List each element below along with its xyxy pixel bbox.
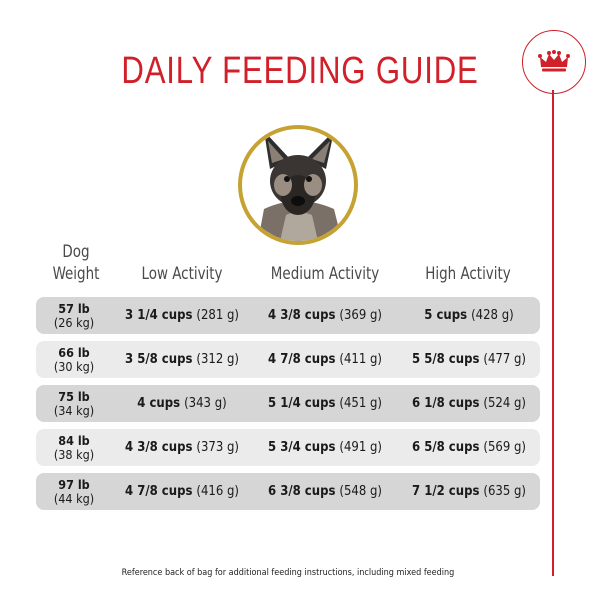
header-medium-activity: Medium Activity [270, 264, 380, 284]
dog-weight-cell: 57 lb (26 kg) [36, 297, 112, 334]
cups-amount: 4 7/8 cups [267, 352, 336, 367]
table-row [36, 385, 540, 422]
low-activity-amount: 4 cups (343 g) [112, 385, 252, 422]
cups-amount: 4 7/8 cups [124, 484, 193, 499]
low-activity-amount: 4 3/8 cups (373 g) [112, 429, 252, 466]
cups-amount: 5 3/4 cups [267, 440, 336, 455]
table-row [36, 297, 540, 334]
brand-divider-line [552, 90, 554, 576]
header-high-activity: High Activity [425, 264, 511, 284]
cups-amount: 4 3/8 cups [267, 308, 336, 323]
grams-amount: (416 g) [196, 484, 239, 499]
dog-portrait [238, 125, 358, 245]
weight-lb: 57 lb [58, 300, 90, 316]
cups-amount: 5 1/4 cups [267, 396, 336, 411]
table-row [36, 473, 540, 510]
high-activity-amount: 6 5/8 cups (569 g) [398, 429, 540, 466]
high-activity-amount: 5 5/8 cups (477 g) [398, 341, 540, 378]
cups-amount: 5 5/8 cups [411, 352, 480, 367]
grams-amount: (477 g) [483, 352, 526, 367]
weight-lb: 97 lb [58, 476, 90, 492]
weight-kg: (26 kg) [53, 314, 95, 330]
low-activity-amount: 3 1/4 cups (281 g) [112, 297, 252, 334]
high-activity-amount: 6 1/8 cups (524 g) [398, 385, 540, 422]
grams-amount: (548 g) [339, 484, 382, 499]
page-title: DAILY FEEDING GUIDE [121, 50, 479, 92]
dog-weight-cell: 84 lb (38 kg) [36, 429, 112, 466]
table-row [36, 429, 540, 466]
cups-amount: 7 1/2 cups [411, 484, 480, 499]
cups-amount: 4 cups [137, 396, 181, 411]
cups-amount: 3 1/4 cups [124, 308, 193, 323]
cups-amount: 6 3/8 cups [267, 484, 336, 499]
grams-amount: (411 g) [339, 352, 382, 367]
grams-amount: (428 g) [471, 308, 514, 323]
header-weight-line2: Weight [52, 264, 100, 284]
header-weight-line1: Dog [62, 242, 90, 262]
grams-amount: (281 g) [196, 308, 239, 323]
grams-amount: (373 g) [196, 440, 239, 455]
cups-amount: 5 cups [424, 308, 468, 323]
grams-amount: (569 g) [483, 440, 526, 455]
med-activity-amount: 5 3/4 cups (491 g) [254, 429, 396, 466]
grams-amount: (343 g) [184, 396, 227, 411]
grams-amount: (635 g) [483, 484, 526, 499]
grams-amount: (491 g) [339, 440, 382, 455]
med-activity-amount: 6 3/8 cups (548 g) [254, 473, 396, 510]
low-activity-amount: 3 5/8 cups (312 g) [112, 341, 252, 378]
med-activity-amount: 5 1/4 cups (451 g) [254, 385, 396, 422]
grams-amount: (451 g) [339, 396, 382, 411]
high-activity-amount: 7 1/2 cups (635 g) [398, 473, 540, 510]
header-dog-weight: Dog Weight [43, 241, 110, 285]
brand-logo [522, 30, 586, 94]
cups-amount: 6 5/8 cups [411, 440, 480, 455]
dog-weight-cell: 75 lb (34 kg) [36, 385, 112, 422]
cups-amount: 4 3/8 cups [124, 440, 193, 455]
weight-lb: 66 lb [58, 344, 90, 360]
header-low-activity: Low Activity [141, 264, 223, 284]
med-activity-amount: 4 3/8 cups (369 g) [254, 297, 396, 334]
grams-amount: (312 g) [196, 352, 239, 367]
cups-amount: 3 5/8 cups [124, 352, 193, 367]
weight-lb: 75 lb [58, 388, 90, 404]
table-row [36, 341, 540, 378]
dog-weight-cell: 66 lb (30 kg) [36, 341, 112, 378]
footnote: Reference back of bag for additional fee… [121, 568, 455, 578]
weight-kg: (34 kg) [53, 402, 95, 418]
weight-lb: 84 lb [58, 432, 90, 448]
grams-amount: (524 g) [483, 396, 526, 411]
grams-amount: (369 g) [339, 308, 382, 323]
weight-kg: (38 kg) [53, 446, 95, 462]
dog-weight-cell: 97 lb (44 kg) [36, 473, 112, 510]
cups-amount: 6 1/8 cups [411, 396, 480, 411]
weight-kg: (44 kg) [53, 490, 95, 506]
low-activity-amount: 4 7/8 cups (416 g) [112, 473, 252, 510]
med-activity-amount: 4 7/8 cups (411 g) [254, 341, 396, 378]
high-activity-amount: 5 cups (428 g) [398, 297, 540, 334]
weight-kg: (30 kg) [53, 358, 95, 374]
crown-icon [538, 50, 570, 72]
